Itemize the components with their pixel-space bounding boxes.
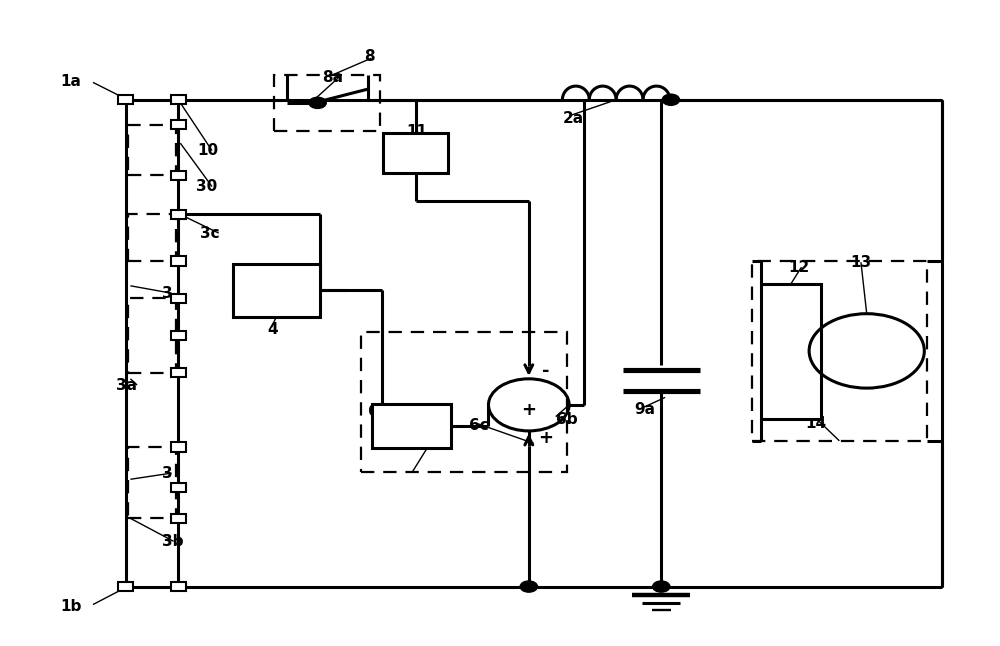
Bar bbox=[171, 514, 186, 523]
Bar bbox=[128, 125, 176, 176]
Text: 3: 3 bbox=[162, 286, 173, 301]
Bar bbox=[372, 404, 451, 448]
Bar bbox=[171, 120, 186, 129]
Text: 12: 12 bbox=[788, 260, 809, 275]
Bar bbox=[761, 284, 821, 419]
Bar bbox=[171, 483, 186, 492]
Text: 3b: 3b bbox=[162, 534, 184, 549]
Text: +: + bbox=[521, 401, 536, 419]
Circle shape bbox=[520, 581, 537, 592]
Text: -: - bbox=[542, 362, 550, 380]
Bar bbox=[118, 95, 133, 105]
Text: 2a: 2a bbox=[562, 111, 584, 126]
Text: 13: 13 bbox=[850, 255, 872, 270]
Circle shape bbox=[653, 581, 670, 592]
Text: 6a: 6a bbox=[368, 404, 389, 419]
Bar bbox=[233, 264, 320, 317]
Circle shape bbox=[309, 98, 326, 109]
Text: 6: 6 bbox=[423, 433, 434, 448]
Text: +: + bbox=[539, 430, 554, 447]
Text: 11: 11 bbox=[406, 125, 427, 140]
Bar bbox=[171, 582, 186, 591]
Text: 14: 14 bbox=[805, 416, 826, 431]
Circle shape bbox=[662, 94, 680, 105]
Text: 6c: 6c bbox=[469, 418, 489, 433]
Text: 30: 30 bbox=[196, 179, 217, 194]
Bar bbox=[171, 210, 186, 219]
Bar bbox=[171, 171, 186, 180]
Text: 1b: 1b bbox=[60, 599, 82, 614]
Bar bbox=[361, 332, 567, 472]
Bar bbox=[128, 214, 176, 261]
Bar bbox=[171, 331, 186, 340]
Bar bbox=[171, 443, 186, 452]
Text: 3a: 3a bbox=[116, 377, 137, 393]
Bar bbox=[128, 447, 176, 518]
Text: 10: 10 bbox=[198, 143, 219, 158]
Text: 1a: 1a bbox=[60, 74, 81, 89]
Bar bbox=[274, 75, 380, 130]
Text: 9a: 9a bbox=[634, 402, 655, 417]
Bar bbox=[171, 256, 186, 266]
Text: 8a: 8a bbox=[322, 70, 343, 85]
Bar bbox=[171, 95, 186, 105]
Text: 4: 4 bbox=[268, 322, 278, 337]
Bar bbox=[171, 368, 186, 377]
Bar bbox=[128, 298, 176, 373]
Bar bbox=[118, 582, 133, 591]
Bar bbox=[171, 293, 186, 303]
Text: 3: 3 bbox=[162, 466, 173, 481]
Text: 6b: 6b bbox=[556, 412, 577, 426]
Text: 8: 8 bbox=[364, 49, 374, 64]
Text: 3c: 3c bbox=[200, 225, 220, 240]
Bar bbox=[752, 261, 927, 441]
Bar bbox=[383, 132, 448, 173]
